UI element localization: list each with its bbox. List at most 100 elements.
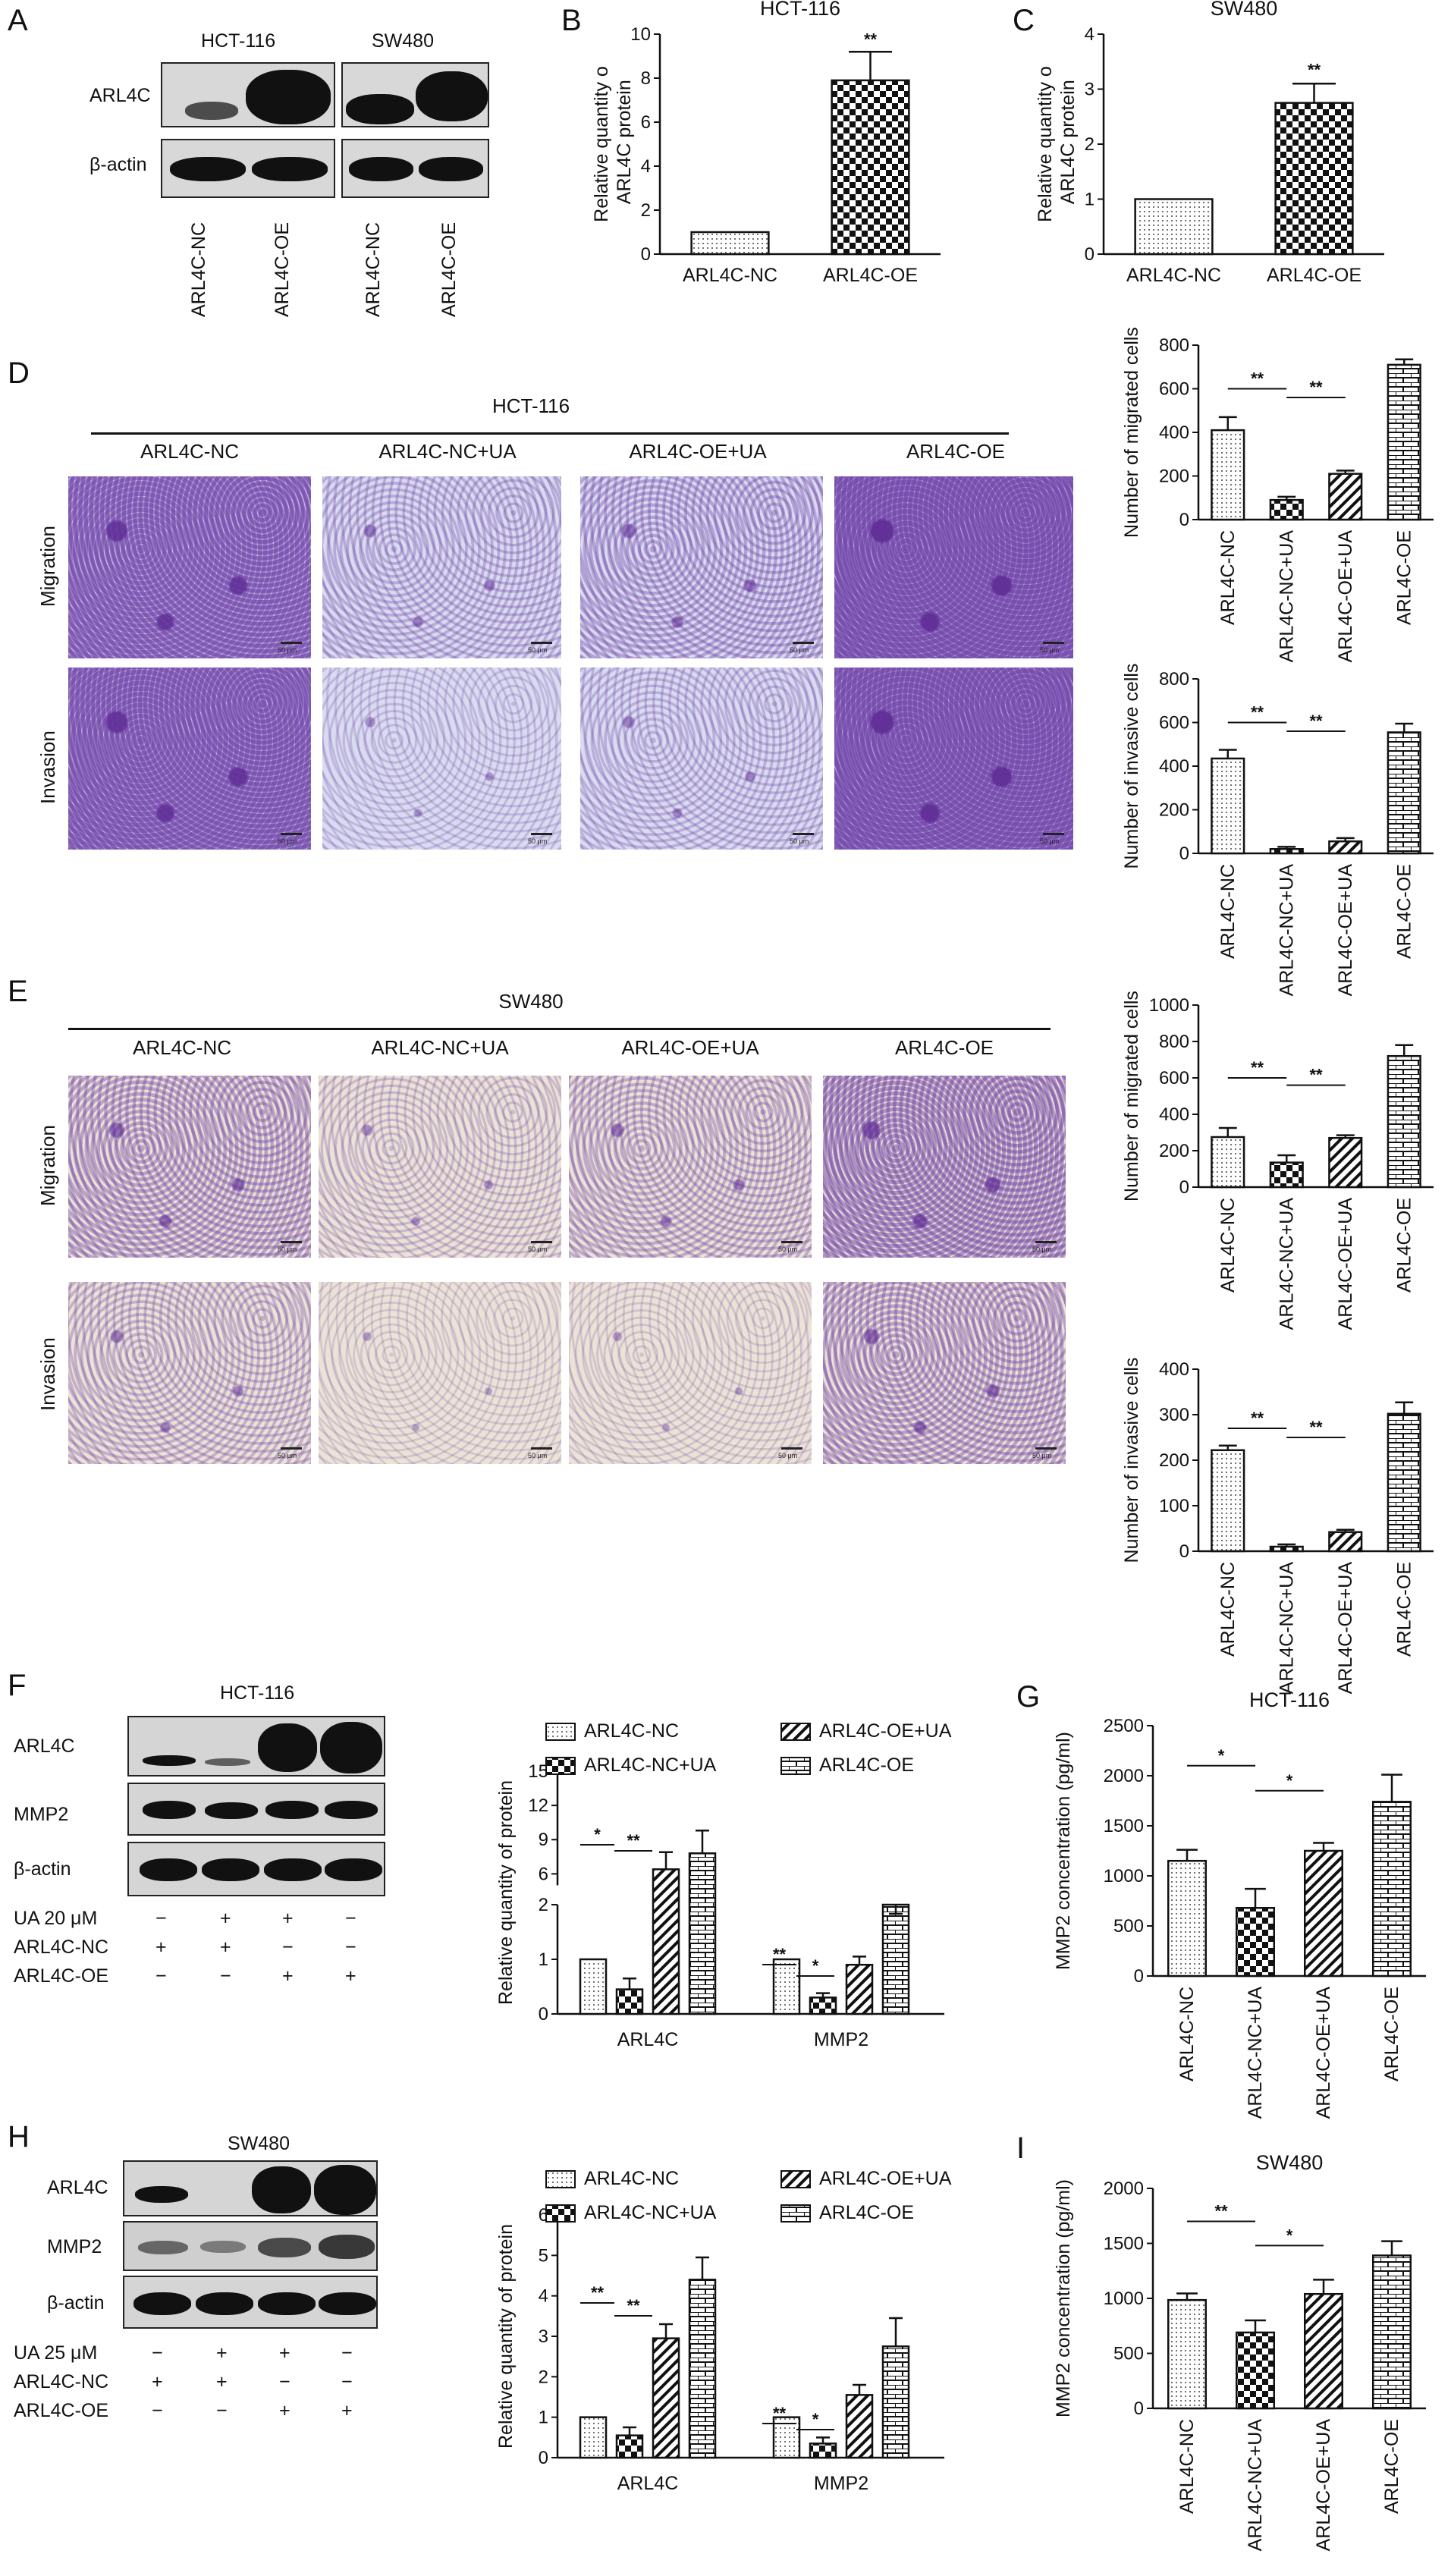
bar-arl4c-nc (1211, 1449, 1245, 1553)
scale-bar (781, 1447, 802, 1450)
treatment-mark: + (216, 2371, 228, 2392)
bar-arl4c-oe (881, 1903, 910, 2015)
panel-label-a: A (8, 4, 28, 37)
scale-bar (1043, 833, 1064, 835)
y-tick-label: 0 (1134, 1966, 1144, 1987)
bar-arl4c-oe+ua (652, 1868, 680, 2015)
treatment-label: UA 25 μM (14, 2342, 98, 2364)
legend-label: ARL4C-NC (584, 1720, 679, 1742)
chart-e-mig: 0 200 400 600 800 1000 ARL4C-NC ARL4C-NC+UA ARL4… (1121, 991, 1434, 1330)
bar-arl4c-oe (1372, 2254, 1412, 2410)
sig-marker: * (1286, 1771, 1293, 1790)
y-tick-label: 300 (1159, 1405, 1189, 1425)
y-axis-label: Relative quantity o ARL4C protein (1035, 66, 1079, 222)
x-tick-label: ARL4C-OE+UA (1335, 1562, 1356, 1695)
blot-f-actin (127, 1842, 385, 1896)
legend-label: ARL4C-NC+UA (584, 1755, 717, 1776)
panel-label-e: E (8, 975, 28, 1008)
bar-arl4c-oe+ua (845, 2394, 874, 2459)
scale-bar-label: 50 μm (528, 646, 548, 654)
bar-arl4c-oe+ua (1328, 1136, 1363, 1189)
bar-arl4c-oe+ua (1328, 1531, 1363, 1553)
x-tick-label: ARL4C-NC+UA (1276, 1198, 1297, 1330)
scale-bar (781, 1241, 802, 1243)
group-header-d-1: ARL4C-NC (140, 440, 240, 463)
bar-arl4c-nc (690, 231, 770, 256)
micrograph-e-migration-2 (319, 1076, 561, 1258)
bar-arl4c-nc+ua (1269, 498, 1304, 521)
scale-bar (1035, 1241, 1057, 1243)
panel-label-b: B (561, 4, 582, 37)
treatment-mark: − (345, 1937, 356, 1958)
blot-f-arl4c (127, 1716, 385, 1776)
micrograph-d-invasion-1 (68, 668, 311, 850)
legend-label: ARL4C-NC+UA (584, 2202, 717, 2223)
y-tick-label: 4 (1085, 24, 1095, 45)
y-tick-label: 800 (1159, 669, 1189, 690)
x-tick-label: ARL4C-NC (683, 265, 777, 286)
blot-a-arl4c-sw480 (341, 62, 489, 127)
y-tick-label: 400 (1159, 756, 1189, 777)
x-tick-label: ARL4C-OE+UA (1313, 2419, 1334, 2552)
x-tick-label: ARL4C-OE (1267, 265, 1361, 286)
micrograph-e-migration-1 (68, 1076, 311, 1258)
scale-bar (1043, 642, 1064, 644)
y-tick-label: 6 (641, 112, 651, 133)
y-tick-label: 0 (1085, 244, 1095, 265)
legend-label: ARL4C-NC (584, 2168, 679, 2189)
panel-label-c: C (1013, 4, 1035, 37)
cell-line-header-e: SW480 (498, 990, 564, 1013)
treatment-label: UA 20 μM (14, 1908, 98, 1929)
scale-bar-label: 50 μm (778, 1452, 798, 1459)
y-tick-label: 0 (1179, 843, 1189, 864)
micrograph-d-migration-3 (580, 476, 823, 658)
bar-arl4c-oe+ua (1328, 840, 1363, 855)
y-tick-label: 600 (1159, 1068, 1189, 1089)
chart-d-mig: 0 200 400 600 800 ARL4C-NC ARL4C-NC+UA ARL4C-OE… (1121, 327, 1434, 662)
y-tick-label: 2000 (1104, 1766, 1144, 1786)
treatment-mark: − (220, 1965, 231, 1987)
legend-label: ARL4C-OE+UA (819, 2168, 952, 2189)
bar-arl4c-oe+ua (652, 2337, 680, 2459)
scale-bar (793, 833, 814, 835)
x-tick-label: ARL4C-NC (1126, 265, 1221, 286)
blot-f-row-arl4c: ARL4C (14, 1736, 75, 1757)
y-tick-label: 1500 (1104, 2234, 1144, 2254)
scale-bar-label: 50 μm (278, 646, 297, 654)
sig-marker: ** (1309, 1066, 1323, 1085)
blot-h-row-arl4c: ARL4C (47, 2177, 108, 2198)
header-rule-e (68, 1028, 1051, 1030)
sig-marker: ** (1251, 703, 1264, 722)
scale-bar (531, 833, 552, 835)
scale-bar-label: 50 μm (528, 1452, 548, 1459)
sig-marker: * (594, 1825, 601, 1844)
cell-line-header-d: HCT-116 (492, 394, 570, 417)
treatment-mark: + (220, 1937, 231, 1958)
scale-bar (531, 642, 552, 644)
micrograph-e-invasion-1 (68, 1282, 311, 1464)
y-tick-label: 0 (539, 2448, 548, 2468)
y-tick-label: 1000 (1104, 1866, 1144, 1886)
micrograph-e-invasion-3 (569, 1282, 812, 1464)
y-tick-label: 5 (539, 2245, 548, 2266)
treatment-mark: − (341, 2371, 353, 2392)
x-tick-label: ARL4C-OE (1393, 1562, 1415, 1657)
blot-group-label-sw480: SW480 (372, 30, 434, 52)
scale-bar (281, 1241, 302, 1243)
treatment-mark: − (282, 1937, 294, 1958)
y-tick-label: 1000 (1104, 2289, 1144, 2309)
bar-arl4c-nc+ua (1236, 2331, 1275, 2410)
y-axis-label: Number of migrated cells (1121, 327, 1142, 538)
y-tick-label: 1 (539, 1949, 548, 1970)
y-tick-label: 0 (1179, 1541, 1189, 1562)
group-header-d-3: ARL4C-OE+UA (629, 440, 767, 463)
sig-marker: ** (627, 2296, 640, 2315)
y-tick-label: 2 (539, 2367, 548, 2387)
group-header-d-4: ARL4C-OE (906, 440, 1006, 463)
treatment-mark: + (216, 2342, 228, 2364)
y-axis-label: Number of migrated cells (1121, 991, 1142, 1202)
treatment-label: ARL4C-NC (14, 1937, 109, 1958)
bar-arl4c-oe (1387, 363, 1421, 521)
